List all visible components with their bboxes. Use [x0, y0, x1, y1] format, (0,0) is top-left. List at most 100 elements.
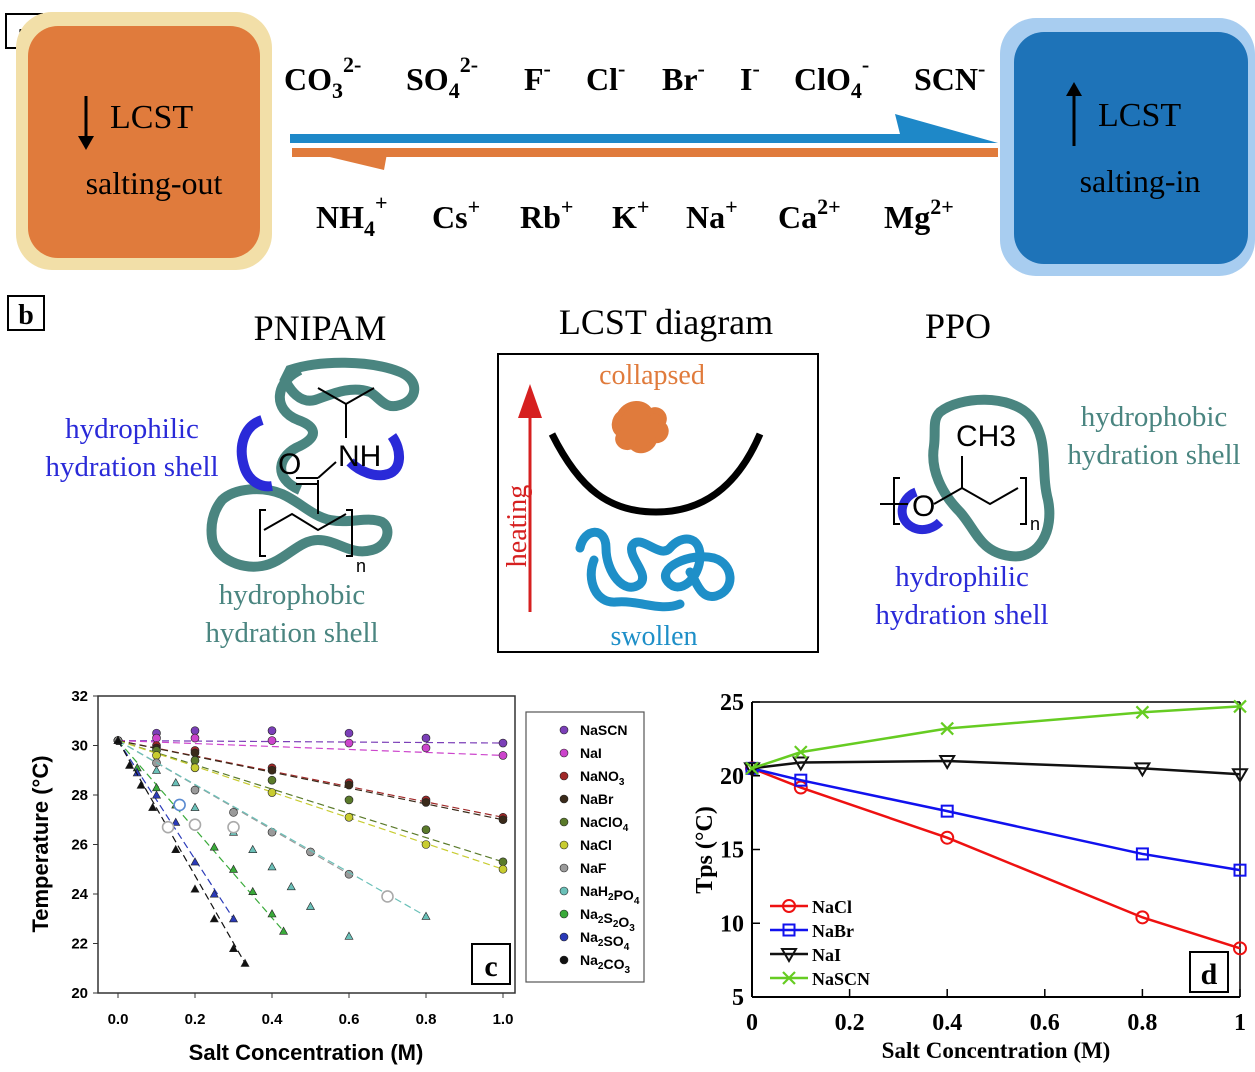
panel-c-point-NaBr [344, 780, 354, 790]
panel-d-point-NaBr [794, 773, 808, 787]
panel-c-ticks: 0.0 0.2 0.4 0.6 0.8 1.0 20 22 24 26 28 30 32 [71, 688, 513, 1028]
panel-c-legend-label: NaNO3 [580, 768, 625, 788]
panel-d-line-NaBr [751, 767, 1241, 872]
panel-c-legend-label: NaSCN [580, 722, 627, 738]
panel-c-point-NaClO4 [421, 825, 431, 834]
panel-c-point-NaI [152, 733, 161, 743]
panel-d-label-box [1189, 951, 1229, 993]
anion-ion: ClO4- [794, 52, 869, 103]
panel-c-point-NaCl [152, 751, 161, 760]
cation-ion: K+ [612, 194, 649, 235]
panel-c-ytick-label: 30 [71, 738, 88, 755]
panel-c-point-NaI [267, 736, 277, 745]
panel-c-legend-marker [559, 725, 569, 735]
panel-c-fit-line-Na2CO3 [117, 740, 246, 964]
panel-c-point-NaH2PO4 [190, 802, 200, 811]
panel-c-legend-marker [559, 955, 569, 965]
panel-c-legend-marker [559, 863, 569, 873]
panel-c-xlabel: Salt Concentration (M) [189, 1040, 424, 1065]
pnipam-hydrophilic-shell-right [346, 433, 404, 481]
panel-c-point-NaBr [421, 798, 431, 807]
panel-c-point-Na2SO4 [190, 857, 200, 866]
panel-c-point-NaH2PO4 [286, 881, 296, 891]
panel-c-point-NaBr [498, 815, 508, 825]
panel-c-point-Na2S2O3 [279, 926, 289, 935]
collapsed-globule-icon [611, 401, 669, 454]
panel-c-point-Na2SO4 [171, 817, 181, 826]
panel-c-point-NaH2PO4 [344, 931, 354, 940]
panel-c-point-Na2CO3 [228, 943, 239, 952]
panel-d-point-NaSCN [745, 761, 759, 776]
right-lcst-label: LCST [1098, 97, 1181, 134]
panel-c-ylabel: Temperature (°C) [28, 755, 53, 932]
panel-d-point-NaBr [1135, 847, 1149, 861]
ppo-hydrophobic-line1: hydrophobic [1081, 401, 1228, 433]
panel-c-fit-line-Na2S2O3 [117, 740, 285, 932]
panel-c-legend-marker [559, 817, 569, 827]
panel-a: a LCST salting-out LCST salting-in CO32-… [5, 12, 1255, 276]
panel-c-ytick-label: 26 [71, 837, 88, 854]
panel-c-legend-label: NaClO4 [580, 814, 629, 834]
down-arrow-head-icon [78, 136, 94, 150]
heating-label: heating [502, 485, 533, 567]
panel-c-point-NaI [421, 743, 431, 753]
pnipam-structure: O NH n [206, 357, 420, 576]
panel-d-legend: NaCl NaBr NaI NaSCN [770, 897, 870, 989]
panel-d-point-NaBr [940, 804, 954, 818]
panel-c-point-NaSCN [190, 726, 200, 735]
panel-c-point-NaH2PO4 [248, 844, 258, 853]
panel-b-label-box [7, 295, 45, 331]
panel-d-point-NaCl [1233, 941, 1247, 956]
panel-d-xlabel: Salt Concentration (M) [882, 1038, 1111, 1063]
ppo-hydrophilic-line2: hydration shell [875, 599, 1048, 631]
panel-d-xtick-label: 0.8 [1127, 1010, 1157, 1036]
panel-c-point-NaBr [267, 765, 277, 775]
panel-d-legend-marker [782, 899, 796, 913]
ppo-oxygen: O [912, 490, 935, 523]
ppo-hydrophobic-line2: hydration shell [1067, 439, 1240, 471]
ppo-ch3: CH3 [956, 420, 1016, 453]
panel-c-point-Na2SO4 [228, 914, 239, 923]
panel-c-fit-line-NaCl [117, 739, 504, 870]
panel-c-fit-line-NaI [117, 739, 504, 756]
pnipam-hydrophobic-line1: hydrophobic [219, 579, 366, 611]
panel-c-legend-marker [559, 748, 569, 758]
panel-b: b PNIPAM hydrophilic hydration shell hyd… [7, 295, 1241, 653]
panel-c-point-NaSCN [421, 733, 431, 743]
panel-c-xtick-label: 0.0 [108, 1011, 129, 1028]
pnipam-hydrophobic-line2: hydration shell [205, 617, 378, 649]
panel-c-legend-marker [559, 771, 569, 781]
panel-c-point-Na2CO3 [148, 802, 158, 811]
panel-c-point-NaF [229, 808, 238, 817]
anion-ion: F- [524, 56, 551, 97]
panel-c-legend-label: NaF [580, 860, 607, 876]
panel-c-legend-items: NaSCNNaINaNO3NaBrNaClO4NaClNaFNaH2PO4Na2… [559, 722, 640, 976]
panel-d-point-NaCl [1135, 910, 1150, 925]
ppo-hydrophobic-shell [928, 394, 1055, 562]
panel-c-point-NaSCN [267, 726, 277, 735]
panel-d-point-NaSCN [794, 745, 808, 759]
panel-c-point-NaF [190, 785, 200, 795]
panel-c-legend-marker [559, 840, 569, 850]
panel-c-point-NaF [306, 847, 315, 857]
panel-c-point-NaCl [344, 812, 354, 822]
panel-d-line-NaCl [751, 767, 1241, 950]
anion-ion: Br- [662, 56, 705, 97]
panel-c-fit-line-NaH2PO4 [117, 740, 427, 917]
panel-c-point-Na2SO4 [151, 790, 162, 799]
ppo-hydrophilic-shell [897, 487, 944, 535]
cation-arrow-shaft [292, 148, 998, 157]
pnipam-oxygen: O [278, 448, 301, 481]
panel-c-point-Na2S2O3 [228, 864, 239, 873]
panel-c-point-NaBr [190, 748, 200, 758]
panel-d-xtick-label: 0 [746, 1010, 758, 1036]
panel-c-legend-marker [559, 794, 569, 804]
swollen-coil-icon [575, 527, 735, 612]
panel-c-legend-marker [559, 909, 569, 919]
panel-c-point-NaH2PO4 [421, 911, 431, 920]
left-lcst-label: LCST [110, 99, 193, 136]
salting-in-label: salting-in [1080, 163, 1201, 199]
panel-c-ytick-label: 22 [71, 936, 88, 953]
panel-c-point-NaCl [498, 864, 508, 874]
